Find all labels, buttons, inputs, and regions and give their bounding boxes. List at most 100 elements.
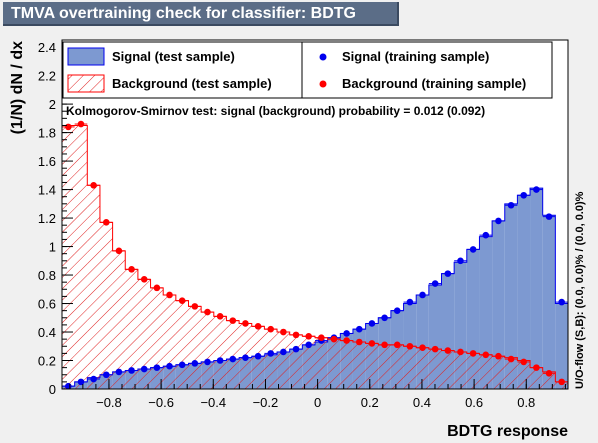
overflow-text: U/O-flow (S,B): (0.0, 0.0)% / (0.0, 0.0)… [574, 191, 586, 389]
background-training-point [102, 219, 110, 226]
background-training-point [229, 317, 237, 324]
background-training-point [368, 340, 376, 347]
background-test-bar [441, 350, 455, 389]
y-tick-label: 0 [49, 382, 56, 397]
background-training-point [267, 325, 275, 333]
background-training-point [558, 378, 565, 386]
legend-background-test-swatch [67, 74, 105, 93]
legend-background-train: Background (training sample) [342, 76, 526, 91]
background-training-point [178, 297, 186, 304]
background-test-bar [201, 312, 214, 389]
background-training-point [115, 247, 123, 255]
background-test-bar [74, 125, 88, 389]
y-tick-label: 1.6 [38, 154, 56, 169]
x-tick-label: 0 [314, 395, 321, 410]
y-tick-label: 1 [49, 240, 56, 255]
background-training-point [191, 303, 199, 310]
background-training-point [330, 335, 338, 343]
signal-training-point [355, 325, 363, 333]
signal-training-point [431, 280, 439, 287]
legend-signal-train: Signal (training sample) [342, 49, 489, 64]
y-tick-label: 0.2 [38, 354, 56, 369]
y-axis: 0 0.2 0.4 0.6 0.8 1 1.2 1.4 1.6 1.8 2 2.2 2.4 [38, 40, 73, 397]
signal-training-point [267, 350, 275, 357]
y-tick-label: 0.6 [38, 297, 56, 312]
x-axis: −0.8 −0.6 −0.4 −0.2 0 0.2 0.4 0.6 0.8 [69, 379, 566, 410]
background-training-point [355, 338, 363, 346]
signal-test-bar [555, 303, 568, 389]
signal-training-point [495, 217, 502, 225]
background-training-point [292, 331, 300, 339]
background-training-point [520, 358, 528, 366]
signal-training-point [545, 213, 553, 220]
background-test-bar [530, 367, 543, 389]
signal-training-point [166, 362, 173, 370]
signal-test-bar [542, 215, 556, 389]
signal-training-point [115, 368, 123, 376]
plot-frame [61, 39, 569, 390]
background-test-bar [403, 346, 417, 389]
background-training-point [242, 320, 249, 327]
background-test-bar [112, 250, 126, 389]
x-tick-label: −0.2 [253, 395, 279, 410]
signal-training-point [520, 191, 528, 199]
y-tick-label: 0.8 [38, 268, 56, 283]
signal-training-point [507, 201, 515, 209]
signal-training-point [128, 367, 135, 374]
legend-background-train-marker [319, 80, 327, 88]
background-training-point [90, 181, 97, 189]
background-training-point [140, 276, 148, 283]
background-test-bar [264, 329, 278, 389]
background-training-point [469, 350, 477, 357]
signal-training-point [65, 382, 72, 389]
background-training-point [507, 355, 515, 363]
background-training-point [495, 352, 502, 360]
signal-training-point [406, 298, 414, 306]
background-training-points [62, 120, 568, 386]
signal-training-point [216, 357, 224, 364]
signal-test-bar [530, 188, 543, 389]
background-training-point [393, 341, 401, 349]
background-training-point [204, 308, 211, 316]
background-test-bar [466, 353, 480, 389]
background-test-bar [99, 222, 113, 389]
background-test-bar [327, 339, 341, 389]
signal-test-bar [492, 220, 505, 389]
background-test-histogram [62, 124, 568, 389]
background-test-bar [492, 356, 505, 389]
y-tick-label: 2.4 [38, 40, 56, 55]
background-training-point [153, 284, 161, 292]
signal-training-point [292, 345, 300, 353]
background-training-point [254, 323, 262, 330]
signal-training-point [229, 355, 237, 363]
y-tick-label: 2.2 [38, 69, 56, 84]
signal-training-point [77, 378, 85, 386]
background-training-point [457, 348, 464, 356]
background-test-bar [454, 351, 467, 389]
background-training-point [419, 344, 426, 351]
signal-training-point [368, 320, 376, 327]
y-tick-label: 0.4 [38, 325, 56, 340]
y-tick-label: 1.2 [38, 211, 56, 226]
signal-training-point [204, 358, 211, 366]
background-test-bar [479, 354, 493, 389]
x-tick-label: 0.4 [413, 395, 431, 410]
background-training-point [431, 345, 439, 353]
chart-title: TMVA overtraining check for classifier: … [3, 2, 399, 26]
background-training-point [444, 347, 452, 354]
legend-background-test: Background (test sample) [112, 76, 272, 91]
signal-training-point [280, 348, 287, 356]
signal-training-point [191, 360, 199, 367]
background-test-bar [428, 349, 442, 389]
signal-test-bar [504, 203, 518, 389]
background-test-bar [226, 320, 240, 389]
legend-signal-train-marker [319, 53, 327, 61]
background-training-point [343, 337, 350, 344]
background-test-bar [150, 287, 164, 389]
y-tick-label: 2 [49, 97, 56, 112]
y-tick-label: 1.4 [38, 183, 56, 198]
background-test-bar [302, 336, 315, 389]
background-training-point [381, 341, 388, 349]
x-tick-label: −0.8 [96, 395, 122, 410]
signal-training-point [444, 270, 452, 277]
